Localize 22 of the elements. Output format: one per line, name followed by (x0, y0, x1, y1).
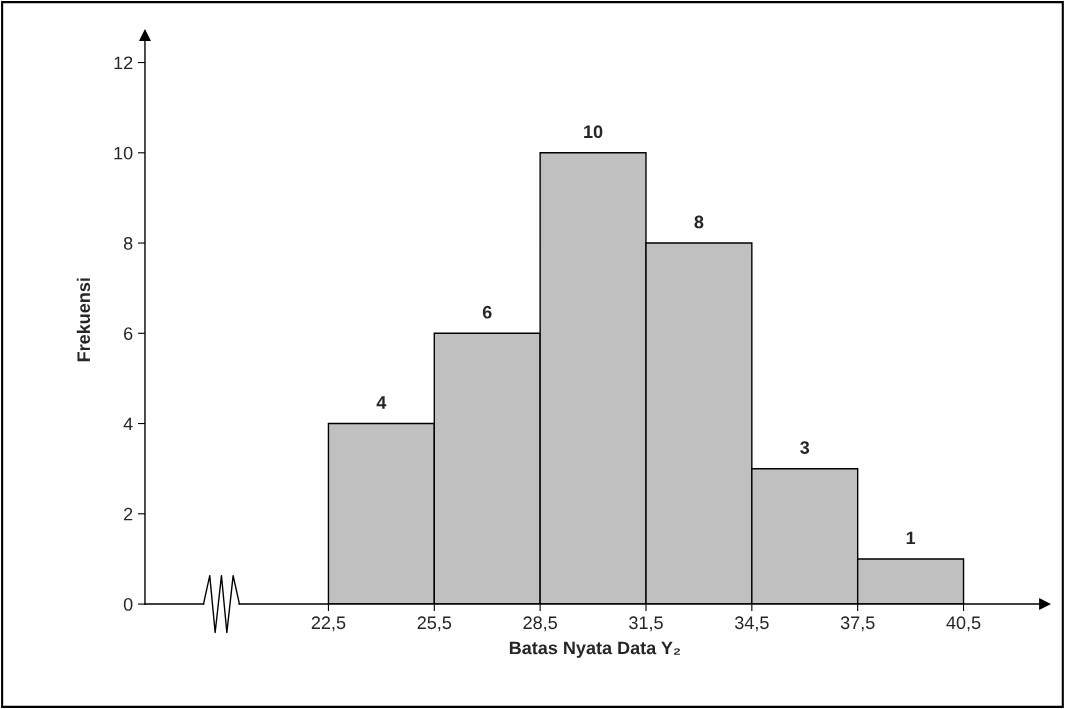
data-label: 1 (906, 531, 916, 545)
y-tick-label: 0 (123, 598, 133, 611)
x-tick-label: 22,5 (311, 616, 346, 632)
y-tick-label: 2 (124, 507, 133, 521)
y-tick-label: 6 (124, 327, 133, 341)
y-tick-label: 10 (114, 146, 133, 160)
y-tick-label: 4 (123, 417, 133, 431)
x-tick-label: 28,5 (523, 616, 557, 632)
y-axis-title: Frekuensi (76, 278, 91, 362)
data-label: 3 (800, 441, 810, 455)
x-tick-label: 31,5 (629, 616, 663, 632)
x-tick-label: 40,5 (946, 616, 981, 632)
x-tick-label: 25,5 (417, 616, 452, 632)
x-tick-label: 37,5 (840, 616, 875, 632)
x-axis-title: Batas Nyata Data Y₂ (509, 641, 681, 658)
y-tick-label: 12 (114, 56, 133, 70)
data-label: 4 (376, 396, 387, 409)
data-label: 10 (584, 125, 603, 139)
data-label: 8 (694, 215, 704, 229)
y-tick-label: 8 (123, 236, 133, 250)
data-label: 6 (482, 305, 492, 319)
x-tick-label: 34,5 (734, 616, 769, 632)
